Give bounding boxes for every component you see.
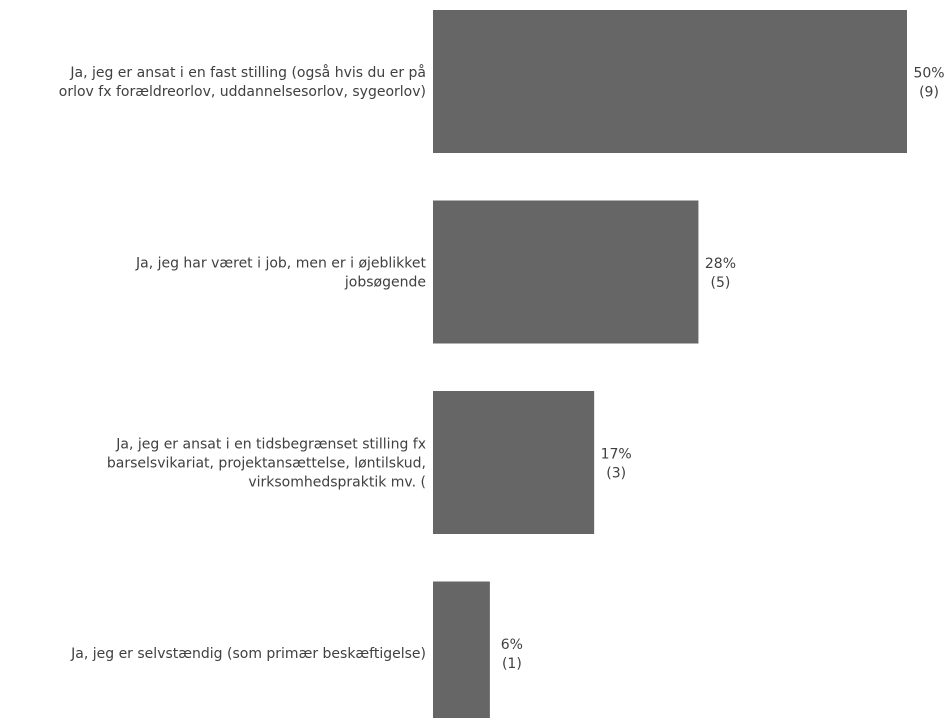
- category-label-line: orlov fx forældreorlov, uddannelsesorlov…: [59, 84, 426, 100]
- category-label-line: Ja, jeg er selvstændig (som primær beskæ…: [70, 646, 426, 662]
- bar-0: [433, 10, 907, 153]
- value-percent: 6%: [501, 637, 523, 653]
- value-count: (5): [711, 275, 731, 291]
- category-label-line: barselsvikariat, projektansættelse, lønt…: [107, 456, 426, 472]
- category-label-2: Ja, jeg er ansat i en tidsbegrænset stil…: [107, 437, 426, 491]
- category-label-line: Ja, jeg er ansat i en fast stilling (ogs…: [69, 64, 426, 81]
- value-percent: 28%: [705, 256, 736, 272]
- value-label-2: 17% (3): [601, 447, 632, 482]
- category-labels-layer: Ja, jeg er ansat i en fast stilling (ogs…: [59, 64, 427, 662]
- category-label-line: Ja, jeg har været i job, men er i øjebli…: [135, 256, 427, 272]
- category-label-line: Ja, jeg er ansat i en tidsbegrænset stil…: [115, 437, 426, 453]
- bar-1: [433, 200, 699, 344]
- value-label-0: 50% (9): [913, 66, 944, 101]
- category-label-0: Ja, jeg er ansat i en fast stilling (ogs…: [59, 64, 426, 100]
- value-count: (1): [502, 656, 522, 672]
- value-labels-layer: 50% (9)28% (5)17% (3)6% (1): [501, 66, 945, 673]
- value-label-1: 28% (5): [705, 256, 736, 291]
- bar-3: [433, 581, 490, 718]
- value-count: (3): [606, 466, 626, 482]
- category-label-line: jobsøgende: [344, 275, 426, 291]
- value-label-3: 6% (1): [501, 637, 523, 672]
- bar-2: [433, 391, 595, 534]
- category-label-line: virksomhedspraktik mv. (: [248, 475, 426, 491]
- value-percent: 17%: [601, 447, 632, 463]
- value-percent: 50%: [913, 66, 944, 82]
- value-count: (9): [919, 85, 939, 101]
- category-label-3: Ja, jeg er selvstændig (som primær beskæ…: [70, 646, 426, 662]
- category-label-1: Ja, jeg har været i job, men er i øjebli…: [135, 256, 427, 291]
- bars-layer: [433, 10, 907, 718]
